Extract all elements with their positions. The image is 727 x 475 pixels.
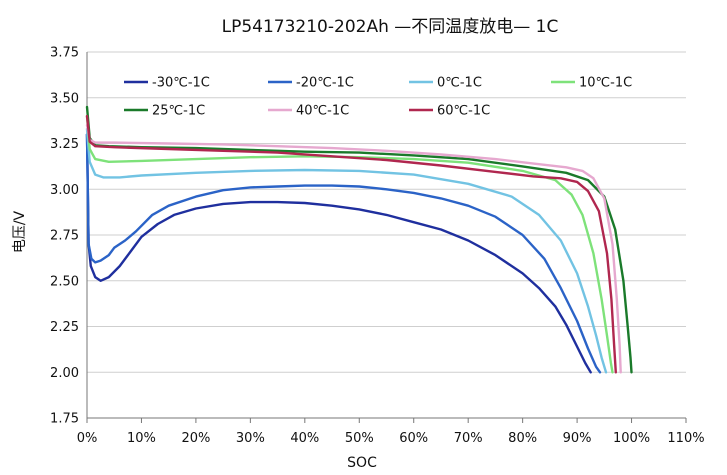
series-line (85, 114, 614, 374)
y-tick-label: 1.75 (50, 412, 79, 427)
series-line (85, 114, 617, 374)
x-tick-label: 60% (399, 431, 428, 446)
x-tick-label: 0% (77, 431, 98, 446)
legend-item: 0℃-1C (409, 76, 482, 91)
y-tick-label: 2.00 (50, 366, 79, 381)
series-line (85, 105, 633, 374)
series-lines (85, 105, 633, 374)
legend-item: 25℃-1C (124, 104, 205, 119)
legend-label: 0℃-1C (437, 76, 482, 91)
y-axis-label: 电压/V (12, 210, 28, 253)
legend-label: 60℃-1C (437, 104, 490, 119)
y-tick-label: 2.75 (50, 229, 79, 244)
y-tick-label: 3.00 (50, 183, 79, 198)
legend-item: 40℃-1C (268, 104, 349, 119)
x-tick-label: 10% (127, 431, 156, 446)
x-tick-label: 100% (613, 431, 650, 446)
series-line (85, 127, 608, 374)
x-tick-label: 90% (563, 431, 592, 446)
x-tick-label: 80% (508, 431, 537, 446)
y-tick-label: 3.75 (50, 46, 79, 61)
x-tick-label: 70% (454, 431, 483, 446)
legend-label: 25℃-1C (152, 104, 205, 119)
series-line (85, 124, 622, 374)
series-line (85, 133, 602, 374)
gridlines (87, 51, 686, 373)
y-tick-label: 2.50 (50, 274, 79, 289)
x-tick-label: 30% (236, 431, 265, 446)
legend-item: 10℃-1C (551, 76, 632, 91)
x-tick-label: 50% (345, 431, 374, 446)
legend-item: -30℃-1C (124, 76, 210, 91)
x-tick-labels: 0% 10% 20% 30% 40% 50% 60% 70% 80% 90% 100% 110% (77, 431, 705, 446)
y-tick-labels: 1.75 2.00 2.25 2.50 2.75 3.00 3.25 3.50 3.75 (50, 46, 79, 427)
legend: -30℃-1C -20℃-1C 0℃-1C 10℃-1C 25℃-1C 40℃-1C 60℃… (124, 76, 632, 119)
x-tick-label: 40% (290, 431, 319, 446)
y-tick-label: 3.50 (50, 91, 79, 106)
x-tick-label: 20% (181, 431, 210, 446)
y-tick-label: 3.25 (50, 137, 79, 152)
legend-item: 60℃-1C (409, 104, 490, 119)
chart-title: LP54173210-202Ah —不同温度放电— 1C (222, 17, 559, 37)
legend-label: 40℃-1C (296, 104, 349, 119)
series-line (85, 133, 592, 374)
x-tick-label: 110% (667, 431, 704, 446)
x-axis-label: SOC (347, 455, 377, 471)
legend-label: -20℃-1C (296, 76, 354, 91)
legend-label: -30℃-1C (152, 76, 210, 91)
y-tick-label: 2.25 (50, 320, 79, 335)
legend-item: -20℃-1C (268, 76, 354, 91)
legend-label: 10℃-1C (579, 76, 632, 91)
